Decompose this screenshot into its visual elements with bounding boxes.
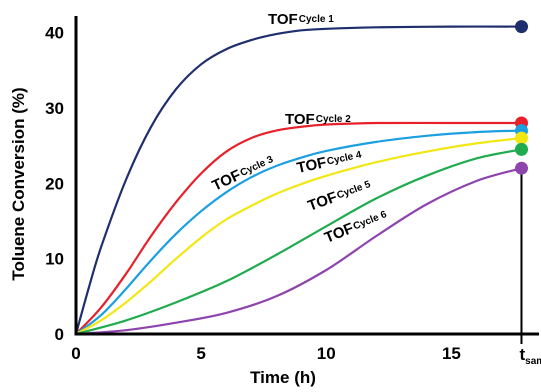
y-axis-title: Toluene Conversion (%) xyxy=(9,87,28,280)
y-tick-label: 40 xyxy=(45,24,64,43)
series-label-cycle-1: TOFCycle 1 xyxy=(268,11,334,28)
series-label-cycle-5: TOFCycle 5 xyxy=(306,176,374,215)
x-axis-title: Time (h) xyxy=(250,368,316,387)
sample-marker-label: tsample xyxy=(519,345,541,367)
series-line-cycle-3 xyxy=(75,129,522,335)
series-label-cycle-6: TOFCycle 6 xyxy=(322,206,390,247)
end-points xyxy=(515,20,528,175)
y-tick-label: 10 xyxy=(45,250,64,269)
x-tick-label: 15 xyxy=(442,344,461,363)
tick-labels: 0 5 10 15 0 10 20 30 40 tsample xyxy=(45,24,541,367)
series-line-cycle-6 xyxy=(75,167,522,336)
series-line-cycle-2 xyxy=(75,121,522,335)
end-point-cycle-5 xyxy=(515,142,528,156)
end-point-cycle-6 xyxy=(515,161,528,175)
end-point-cycle-1 xyxy=(515,20,528,34)
end-point-cycle-4 xyxy=(515,131,528,145)
series-line-cycle-1 xyxy=(74,25,522,335)
x-tick-label: 5 xyxy=(196,344,205,363)
y-tick-label: 30 xyxy=(45,99,64,118)
x-tick-label: 10 xyxy=(317,344,336,363)
axes xyxy=(74,16,539,336)
series-lines xyxy=(74,25,522,336)
y-tick-label: 20 xyxy=(45,174,64,193)
series-line-cycle-5 xyxy=(75,148,522,336)
series-line-cycle-4 xyxy=(75,137,522,335)
x-tick-label: 0 xyxy=(71,344,80,363)
y-tick-label: 0 xyxy=(55,325,64,344)
series-label-cycle-2: TOFCycle 2 xyxy=(285,111,351,128)
